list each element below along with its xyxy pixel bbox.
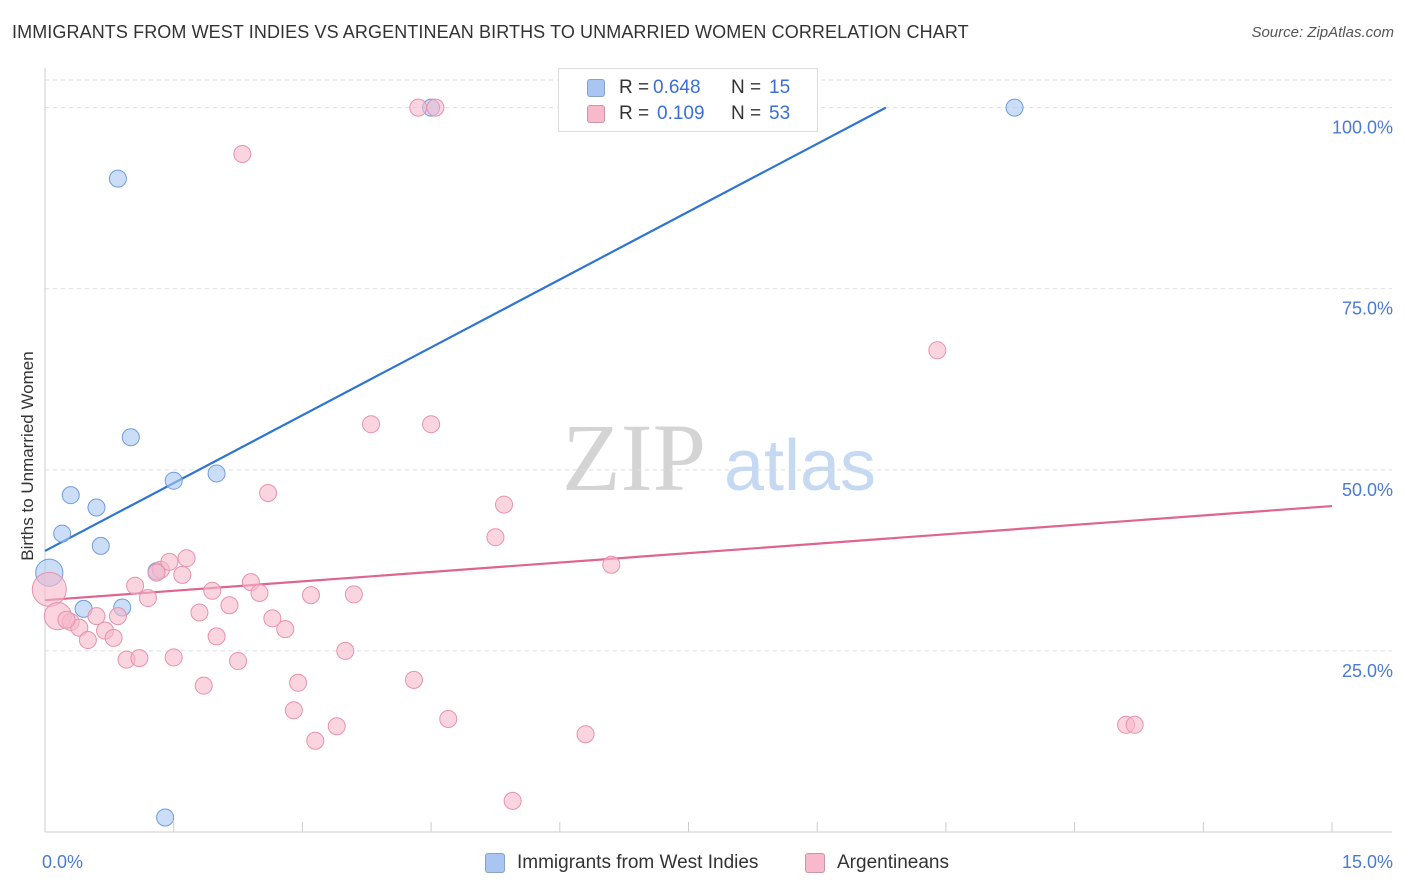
x-tick-label-min: 0.0% (42, 852, 83, 872)
west-indies-point (1005, 98, 1024, 117)
west-indies-point (108, 169, 127, 188)
legend-r-label: R = (619, 77, 650, 98)
legend-r-label: R = (619, 103, 650, 124)
west-indies-trend-line (44, 106, 887, 552)
argentinean-point (250, 583, 269, 602)
bottom-legend-swatch-west-indies (485, 853, 505, 873)
argentinean-point (164, 648, 183, 667)
west-indies-point (53, 524, 72, 543)
argentinean-point (928, 341, 947, 360)
bottom-legend-swatch-argentineans (805, 853, 825, 873)
argentinean-point (409, 98, 428, 117)
legend-r-value: 0.648 (653, 77, 701, 98)
argentinean-point (439, 710, 458, 729)
argentinean-point (301, 586, 320, 605)
west-indies-point (121, 428, 140, 447)
argentinean-point (126, 576, 145, 595)
legend-swatch-west-indies (587, 79, 605, 97)
west-indies-point (164, 471, 183, 490)
argentinean-point (57, 610, 76, 629)
legend-n-label: N = (731, 77, 762, 98)
stats-legend: R = 0.648 N = 15 R = 0.109 N = 53 (558, 68, 818, 132)
legend-n-value: 15 (769, 77, 791, 98)
argentinean-point (495, 495, 514, 514)
watermark-zip: ZIP (562, 404, 706, 511)
argentinean-point (70, 618, 89, 637)
argentinean-point (276, 620, 295, 639)
argentinean-point (422, 415, 441, 434)
argentinean-point (203, 581, 222, 600)
argentinean-point (31, 571, 67, 607)
legend-r-value: 0.109 (657, 103, 705, 124)
y-tick-label: 50.0% (1342, 480, 1393, 500)
argentinean-point (138, 589, 157, 608)
argentinean-point (259, 484, 278, 503)
argentinean-point (306, 731, 325, 750)
argentinean-point (104, 628, 123, 647)
argentinean-point (503, 791, 522, 810)
y-tick-label: 75.0% (1342, 299, 1393, 319)
argentinean-point (147, 563, 166, 582)
x-tick-label-max: 15.0% (1342, 852, 1393, 872)
argentinean-point (426, 98, 445, 117)
argentinean-point (344, 585, 363, 604)
y-tick-label: 100.0% (1332, 118, 1393, 138)
west-indies-point (91, 536, 110, 555)
legend-n-label: N = (731, 103, 762, 124)
argentinean-point (327, 717, 346, 736)
argentinean-point (486, 528, 505, 547)
argentinean-point (1125, 715, 1144, 734)
argentinean-point (78, 631, 97, 650)
legend-n-value: 53 (769, 103, 791, 124)
argentinean-point (177, 549, 196, 568)
legend-swatch-argentineans (587, 105, 605, 123)
argentinean-point (207, 627, 226, 646)
argentinean-point (289, 673, 308, 692)
argentinean-point (229, 652, 248, 671)
argentinean-point (130, 649, 149, 668)
argentinean-point (173, 565, 192, 584)
argentinean-point (190, 603, 209, 622)
argentinean-point (87, 607, 106, 626)
argentinean-point (284, 701, 303, 720)
watermark-atlas: atlas (724, 426, 876, 506)
argentinean-point (404, 670, 423, 689)
bottom-legend-label: Immigrants from West Indies (517, 852, 759, 873)
source-label: Source: ZipAtlas.com (1251, 24, 1394, 41)
argentinean-point (220, 596, 239, 615)
west-indies-point (156, 808, 175, 827)
argentinean-point (336, 641, 355, 660)
argentinean-point (160, 552, 179, 571)
west-indies-point (207, 464, 226, 483)
west-indies-point (87, 498, 106, 517)
argentinean-point (108, 607, 127, 626)
argentinean-point (263, 609, 282, 628)
argentinean-point (233, 145, 252, 164)
y-tick-label: 25.0% (1342, 661, 1393, 681)
bottom-legend-label: Argentineans (837, 852, 949, 873)
argentinean-point (576, 725, 595, 744)
argentinean-point (194, 676, 213, 695)
west-indies-point (61, 486, 80, 505)
argentinean-trend-line (44, 504, 1333, 602)
argentinean-point (362, 415, 381, 434)
chart-title: IMMIGRANTS FROM WEST INDIES VS ARGENTINE… (12, 22, 969, 42)
argentinean-point (602, 555, 621, 574)
